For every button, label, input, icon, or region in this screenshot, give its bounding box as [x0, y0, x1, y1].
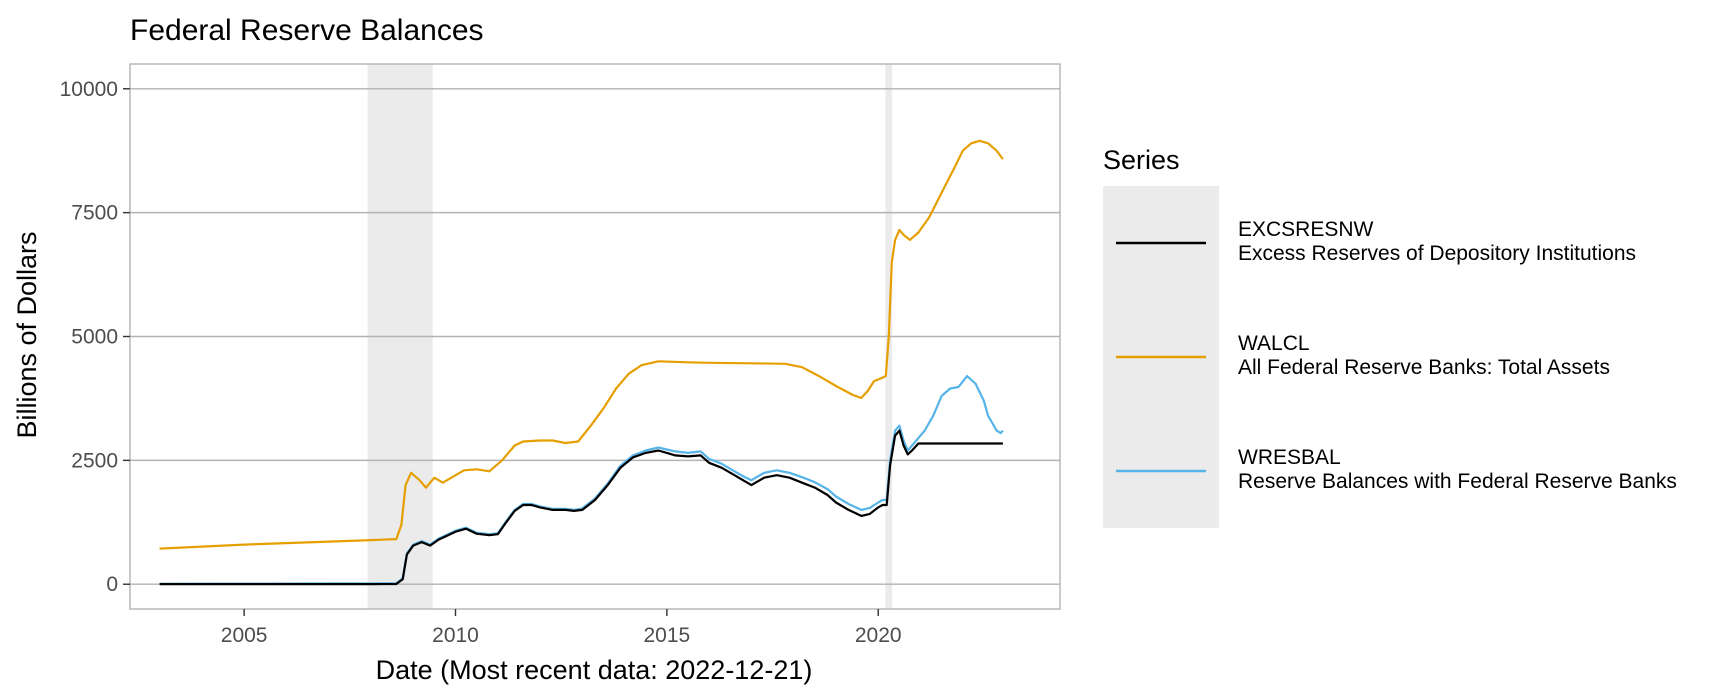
y-tick-label-2500: 2500: [71, 449, 118, 472]
legend-label-wresbal: WRESBAL: [1238, 446, 1341, 469]
y-tick-label-0: 0: [106, 573, 118, 596]
x-axis: 2005 2010 2015 2020: [221, 609, 902, 647]
series-line-walcl: [159, 139, 1004, 550]
legend-label-excsresnw: EXCSRESNW: [1238, 218, 1374, 241]
y-tick-label-7500: 7500: [71, 202, 118, 225]
y-tick-label-5000: 5000: [71, 326, 118, 349]
y-axis-title: Billions of Dollars: [12, 231, 42, 438]
x-tick-label-2005: 2005: [221, 624, 268, 647]
x-tick-label-2010: 2010: [432, 624, 479, 647]
y-tick-label-10000: 10000: [60, 78, 118, 101]
series-lines: [159, 139, 1004, 586]
legend-title: Series: [1103, 145, 1180, 175]
legend-desc-excsresnw: Excess Reserves of Depository Institutio…: [1238, 242, 1636, 265]
series-line-excsresnw: [159, 429, 1003, 586]
legend-label-walcl: WALCL: [1238, 332, 1310, 355]
x-axis-title: Date (Most recent data: 2022-12-21): [376, 655, 813, 685]
x-tick-label-2015: 2015: [644, 624, 691, 647]
y-axis: 0 2500 5000 7500 10000: [60, 78, 130, 596]
legend-desc-walcl: All Federal Reserve Banks: Total Assets: [1238, 356, 1610, 379]
x-tick-label-2020: 2020: [855, 624, 902, 647]
chart-title: Federal Reserve Balances: [130, 14, 484, 47]
legend-desc-wresbal: Reserve Balances with Federal Reserve Ba…: [1238, 470, 1677, 493]
